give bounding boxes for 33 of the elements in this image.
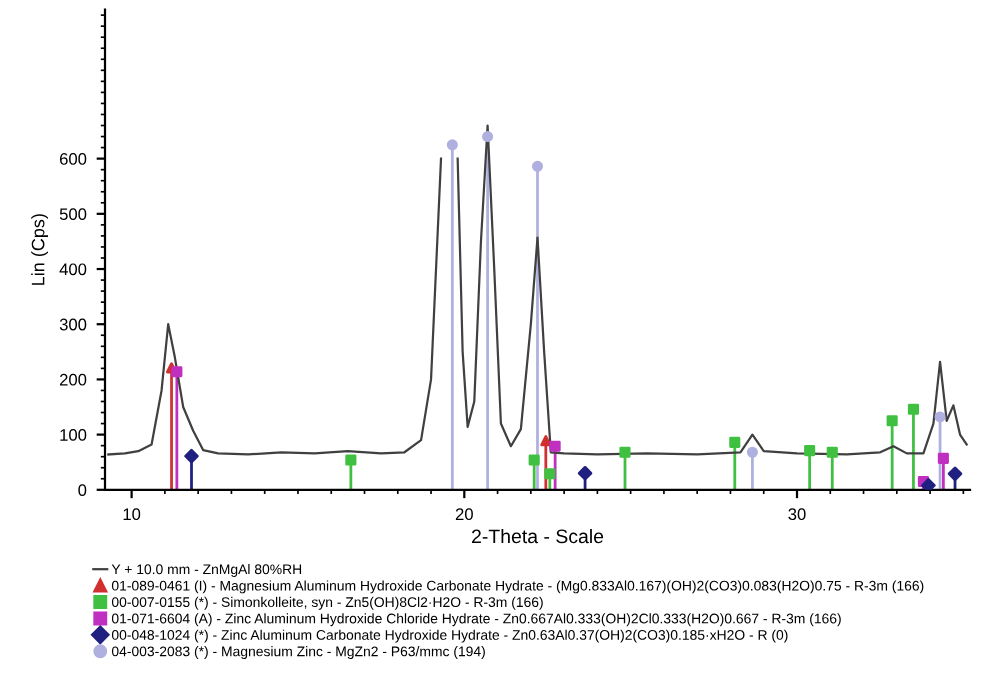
y-tick-label: 600 [59, 153, 87, 165]
point [804, 445, 816, 457]
x-tick-label: 30 [788, 508, 806, 521]
point [345, 454, 357, 466]
y-tick-label: 100 [60, 429, 87, 441]
point [482, 131, 494, 143]
point [934, 411, 946, 423]
point [577, 465, 593, 481]
y-tick-label: 200 [59, 373, 87, 386]
y-axis-title: Lin (Cps) [31, 214, 49, 285]
point [947, 466, 963, 482]
point [729, 436, 741, 448]
y-tick-label: 300 [59, 318, 87, 331]
point [886, 415, 898, 427]
point [907, 403, 919, 415]
point [826, 446, 838, 458]
x-tick-label: 20 [455, 508, 473, 521]
point [544, 468, 556, 480]
point [937, 452, 949, 464]
y-tick-label: 400 [59, 263, 87, 276]
point [921, 478, 936, 490]
point [531, 160, 544, 172]
point [184, 448, 199, 464]
point [171, 366, 183, 378]
y-tick-label: 500 [59, 208, 87, 221]
point [549, 440, 561, 452]
point [528, 454, 540, 466]
point [746, 446, 758, 458]
point [446, 139, 458, 151]
x-tick-label: 10 [123, 508, 141, 521]
point [619, 446, 631, 458]
y-tick-label: 0 [78, 484, 87, 497]
x-axis-title: 2-Theta - Scale [472, 528, 604, 544]
